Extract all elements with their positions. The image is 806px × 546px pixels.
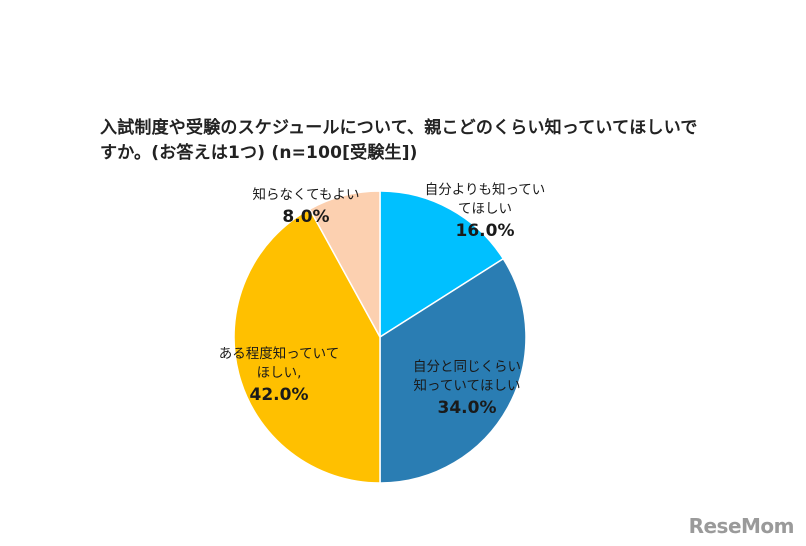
chart-title: 入試制度や受験のスケジュールについて、親こどのくらい知っていてほしいですか。(お… xyxy=(100,118,698,163)
pie-slices xyxy=(233,190,527,484)
slice-not-needed xyxy=(308,190,381,338)
slice-value-label: 8.0% xyxy=(282,207,330,227)
slice-label-text: 知らなくてもよい xyxy=(252,187,360,203)
slice-label-text: 自分と同じくらい 知っていてほしい xyxy=(413,359,521,394)
slice-value-label: 16.0% xyxy=(455,221,515,241)
slice-same-as-self xyxy=(379,257,527,484)
slice-label-same-as-self: 自分と同じくらい 知っていてほしい 34.0% xyxy=(382,358,552,420)
resemom-logo: ReseMom xyxy=(688,514,795,538)
slice-value-label: 42.0% xyxy=(249,385,309,405)
slice-label-not-needed: 知らなくてもよい 8.0% xyxy=(236,186,376,229)
slice-label-text: ある程度知っていて ほしい, xyxy=(218,346,340,381)
slice-somewhat xyxy=(233,208,381,484)
slice-label-text: 自分よりも知ってい てほしい xyxy=(424,182,546,217)
slice-label-more-than-self: 自分よりも知ってい てほしい 16.0% xyxy=(400,181,570,243)
slice-value-label: 34.0% xyxy=(437,398,497,418)
slice-label-somewhat: ある程度知っていて ほしい, 42.0% xyxy=(194,345,364,407)
slice-more-than-self xyxy=(379,190,505,339)
